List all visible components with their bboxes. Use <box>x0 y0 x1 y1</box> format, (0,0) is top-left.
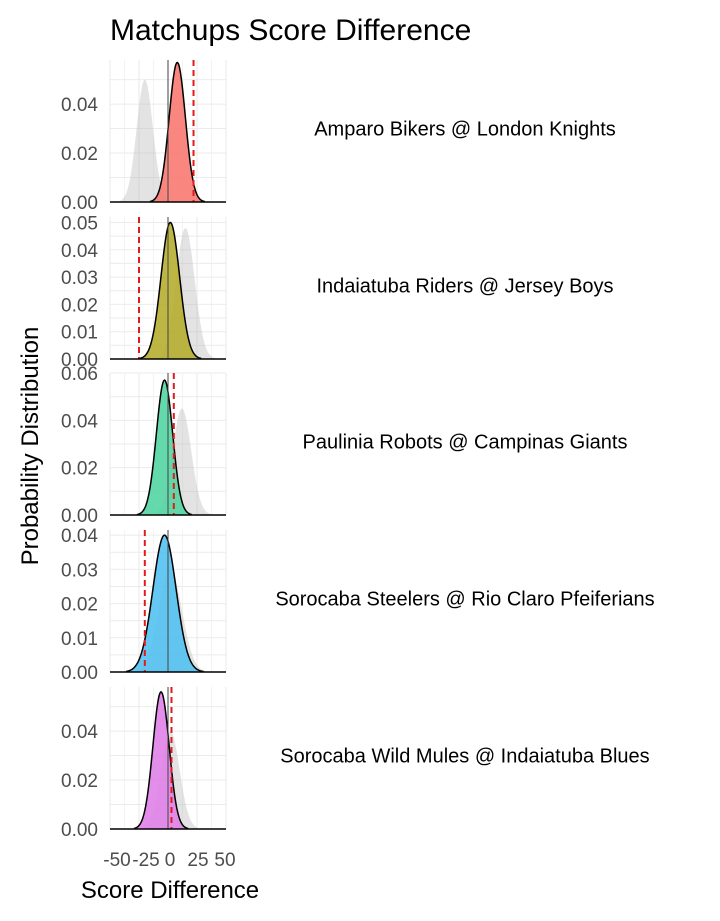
matchup-label: Amparo Bikers @ London Knights <box>314 118 616 140</box>
x-tick-label: -50 <box>103 850 130 871</box>
facet-panels: 0.00 0.02 0.04 Amparo Bikers @ London Knigh… <box>61 60 655 841</box>
matchup-label: Sorocaba Steelers @ Rio Claro Pfeiferian… <box>275 588 654 610</box>
x-tick-label: 25 <box>187 850 208 871</box>
y-tick-label: 0.00 <box>61 506 98 527</box>
y-tick-label: 0.00 <box>61 663 98 684</box>
x-tick-label: 0 <box>165 850 176 871</box>
matchup-label: Paulinia Robots @ Campinas Giants <box>303 431 628 453</box>
y-tick-label: 0.01 <box>61 323 98 344</box>
score-distribution-outline <box>136 379 192 516</box>
y-tick-label: 0.05 <box>61 213 98 234</box>
matchup-label: Sorocaba Wild Mules @ Indaiatuba Blues <box>280 745 649 767</box>
y-tick-label: 0.02 <box>61 771 98 792</box>
x-axis: -50 -25 0 25 50 <box>103 850 235 871</box>
y-tick-label: 0.02 <box>61 295 98 316</box>
x-tick-label: 50 <box>214 850 235 871</box>
y-tick-label: 0.04 <box>61 526 98 547</box>
x-tick-label: -25 <box>132 850 159 871</box>
y-tick-label: 0.03 <box>61 560 98 581</box>
facet-panel: 0.00 0.02 0.04 Amparo Bikers @ London Knigh… <box>61 60 616 214</box>
score-distribution-outline <box>138 221 202 360</box>
y-tick-label: 0.06 <box>61 364 98 385</box>
y-tick-label: 0.02 <box>61 459 98 480</box>
y-tick-label: 0.04 <box>61 722 98 743</box>
y-tick-label: 0.00 <box>61 193 98 214</box>
y-tick-label: 0.01 <box>61 629 98 650</box>
y-tick-label: 0.04 <box>61 95 98 116</box>
y-tick-label: 0.04 <box>61 241 98 262</box>
facet-panel: 0.00 0.02 0.04 Sorocaba Wild Mules @ Indaia… <box>61 687 650 841</box>
facet-panel: 0.00 0.01 0.02 0.03 0.04 0.05 Indaiatuba Rider… <box>61 213 614 371</box>
x-axis-label: Score Difference <box>81 877 259 904</box>
facet-panel: 0.00 0.01 0.02 0.03 0.04 Sorocaba Steelers @ … <box>61 526 655 684</box>
y-tick-label: 0.02 <box>61 595 98 616</box>
y-tick-label: 0.03 <box>61 268 98 289</box>
comparison-distribution <box>117 79 172 202</box>
chart-title: Matchups Score Difference <box>110 14 471 47</box>
y-tick-label: 0.00 <box>61 820 98 841</box>
score-distribution-outline <box>133 691 189 830</box>
score-distribution-outline <box>125 534 204 673</box>
matchup-label: Indaiatuba Riders @ Jersey Boys <box>316 275 613 297</box>
y-tick-label: 0.04 <box>61 411 98 432</box>
facet-panel: 0.00 0.02 0.04 0.06 Paulinia Robots @ Campin… <box>61 364 627 527</box>
y-tick-label: 0.00 <box>61 350 98 371</box>
score-distribution-outline <box>149 61 205 203</box>
y-tick-label: 0.02 <box>61 144 98 165</box>
y-axis-label: Probability Distribution <box>17 327 44 566</box>
